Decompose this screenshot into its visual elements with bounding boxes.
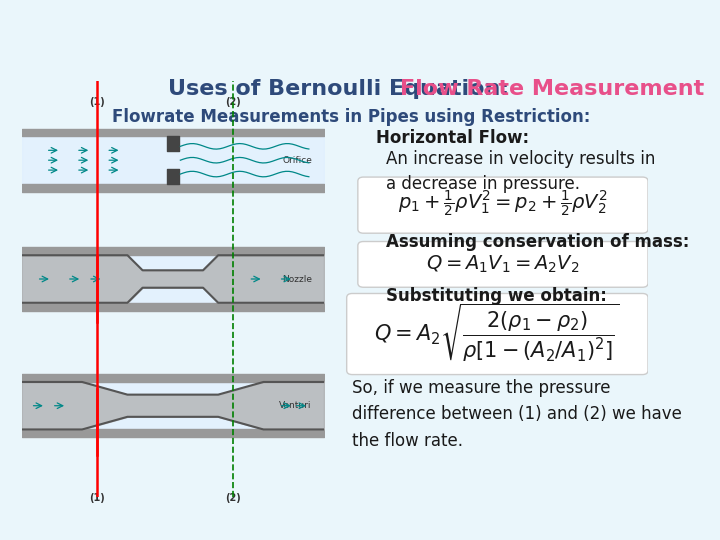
Text: (2): (2) bbox=[225, 97, 241, 107]
Text: $p_1 + \frac{1}{2}\rho V_1^2 = p_2 + \frac{1}{2}\rho V_2^2$: $p_1 + \frac{1}{2}\rho V_1^2 = p_2 + \fr… bbox=[398, 189, 608, 219]
Text: Uses of Bernoulli Equation:: Uses of Bernoulli Equation: bbox=[168, 79, 517, 99]
Text: Flow Rate Measurement: Flow Rate Measurement bbox=[400, 79, 704, 99]
FancyBboxPatch shape bbox=[358, 177, 648, 233]
Text: $Q = A_2 \sqrt{\dfrac{2(\rho_1 - \rho_2)}{\rho[1 - (A_2/A_1)^2]}}$: $Q = A_2 \sqrt{\dfrac{2(\rho_1 - \rho_2)… bbox=[374, 302, 620, 364]
FancyBboxPatch shape bbox=[358, 241, 648, 287]
Text: (1): (1) bbox=[89, 493, 105, 503]
Text: So, if we measure the pressure
difference between (1) and (2) we have
the flow r: So, if we measure the pressure differenc… bbox=[352, 379, 682, 449]
Text: (1): (1) bbox=[89, 97, 105, 107]
Text: Substituting we obtain:: Substituting we obtain: bbox=[386, 287, 607, 305]
Text: Nozzle: Nozzle bbox=[282, 274, 312, 284]
Text: Orifice: Orifice bbox=[282, 156, 312, 165]
FancyBboxPatch shape bbox=[347, 294, 648, 375]
Text: (2): (2) bbox=[225, 493, 241, 503]
Text: Venturi: Venturi bbox=[279, 401, 312, 410]
Text: An increase in velocity results in
a decrease in pressure.: An increase in velocity results in a dec… bbox=[386, 150, 655, 193]
Text: Horizontal Flow:: Horizontal Flow: bbox=[376, 129, 529, 147]
Text: $Q = A_1 V_1 = A_2 V_2$: $Q = A_1 V_1 = A_2 V_2$ bbox=[426, 254, 580, 275]
Text: Assuming conservation of mass:: Assuming conservation of mass: bbox=[386, 233, 689, 251]
Text: Flowrate Measurements in Pipes using Restriction:: Flowrate Measurements in Pipes using Res… bbox=[112, 109, 590, 126]
